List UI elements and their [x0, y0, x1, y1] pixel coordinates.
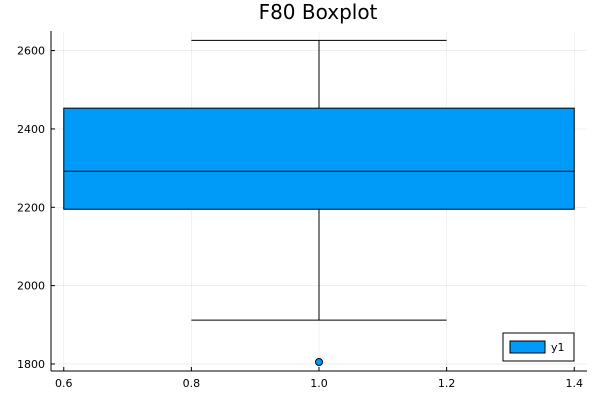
x-tick-label: 0.6 [55, 377, 73, 390]
y-tick-label: 1800 [17, 358, 45, 371]
x-tick-label: 0.8 [183, 377, 201, 390]
y-tick-label: 2400 [17, 123, 45, 136]
x-tick-label: 1.2 [438, 377, 456, 390]
y-tick-label: 2600 [17, 45, 45, 58]
y-tick-label: 2200 [17, 201, 45, 214]
box-iqr [63, 107, 575, 210]
outlier-point [315, 357, 323, 366]
legend-swatch [509, 340, 546, 354]
x-tick-label: 1.4 [565, 377, 583, 390]
x-tick-label: 1.0 [310, 377, 328, 390]
axes: 0.6 0.8 1.0 1.2 1.4 1800 2000 2200 2400 2600 [17, 31, 587, 390]
y-tick-label: 2000 [17, 280, 45, 293]
legend-label-y1: y1 [551, 341, 565, 354]
legend: y1 [502, 332, 575, 362]
chart-title: F80 Boxplot [259, 0, 378, 24]
box-series [63, 39, 575, 366]
